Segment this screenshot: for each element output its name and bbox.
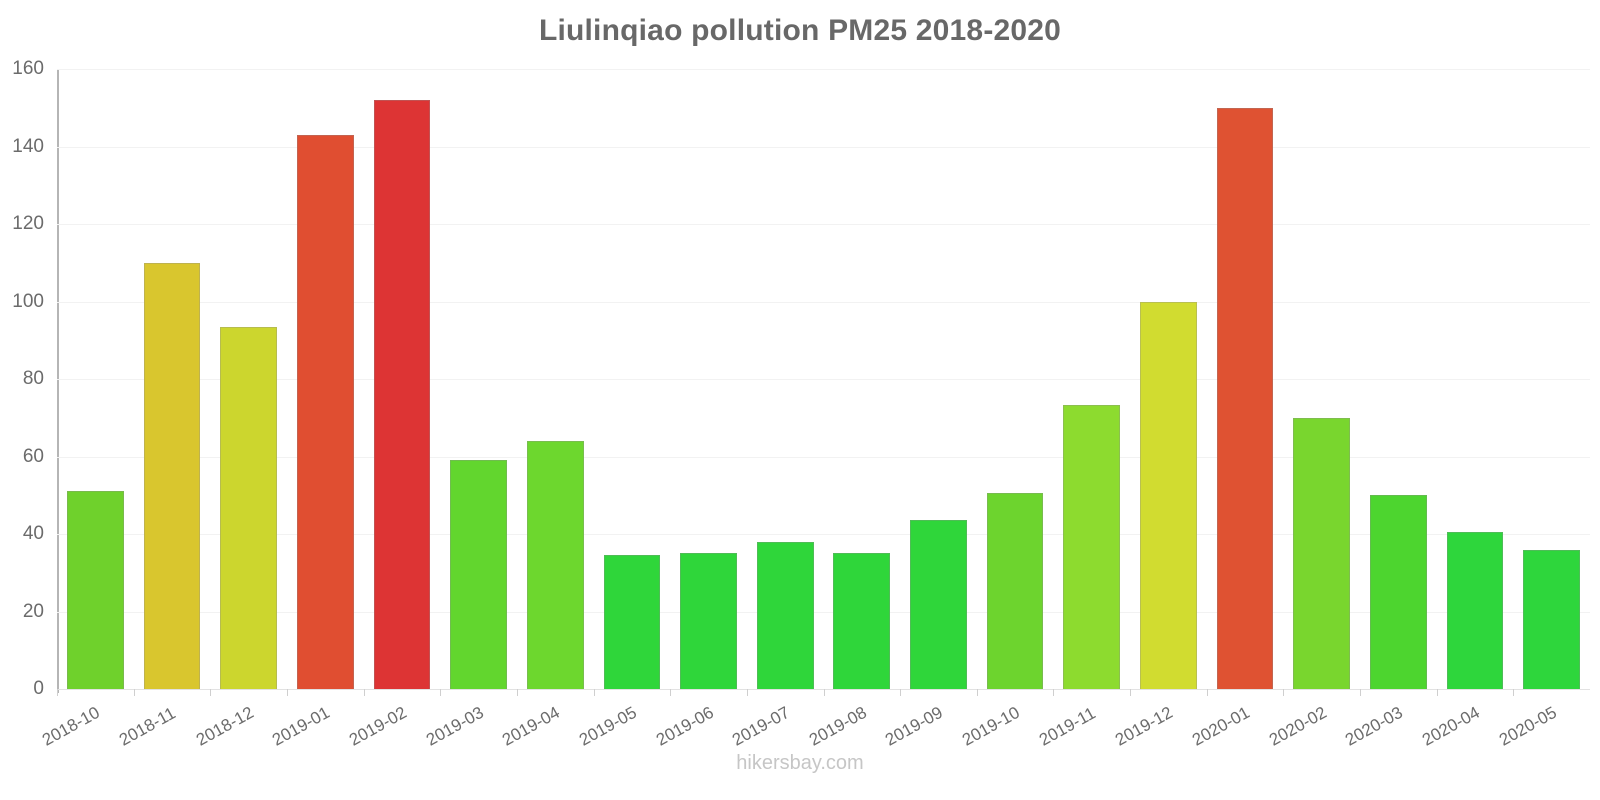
- chart-title: Liulinqiao pollution PM25 2018-2020: [538, 14, 1062, 47]
- x-tick-label: 2020-05: [1495, 702, 1560, 750]
- x-tick-mark: [670, 689, 672, 696]
- x-tick-mark: [1283, 689, 1285, 696]
- bar[interactable]: [986, 493, 1044, 689]
- x-tick-label: 2019-07: [729, 702, 793, 750]
- y-tick-label: 120: [12, 213, 44, 234]
- x-tick-mark: [746, 689, 748, 696]
- x-tick-mark: [1053, 689, 1055, 696]
- x-tick-mark: [1513, 689, 1515, 696]
- plot-area: [57, 69, 1590, 690]
- x-tick-mark: [516, 689, 518, 696]
- x-tick-label: 2019-03: [422, 702, 487, 750]
- gridline: [57, 379, 1590, 380]
- y-axis-line: [57, 69, 59, 693]
- gridline: [57, 456, 1590, 458]
- bar[interactable]: [1063, 404, 1121, 689]
- bar[interactable]: [450, 460, 507, 689]
- x-tick-mark: [363, 689, 365, 696]
- x-tick-mark: [286, 689, 288, 696]
- x-tick-label: 2020-01: [1189, 702, 1253, 750]
- bar[interactable]: [143, 262, 201, 689]
- x-tick-mark: [57, 689, 58, 696]
- x-tick-label: 2019-10: [959, 702, 1023, 750]
- x-tick-label: 2018-12: [192, 702, 257, 750]
- y-tick-label: 0: [33, 678, 44, 699]
- y-tick-label: 60: [22, 445, 44, 467]
- gridline: [57, 146, 1590, 148]
- bar[interactable]: [526, 441, 584, 689]
- y-tick-label: 140: [12, 135, 44, 157]
- y-tick-label: 160: [12, 58, 44, 79]
- x-tick-label: 2020-03: [1342, 702, 1407, 750]
- x-tick-mark: [823, 689, 825, 696]
- x-tick-mark: [1360, 689, 1362, 696]
- bar[interactable]: [1293, 417, 1351, 689]
- y-tick-label: 80: [22, 368, 44, 389]
- bar[interactable]: [1216, 107, 1274, 689]
- bar[interactable]: [833, 553, 891, 689]
- x-tick-label: 2020-04: [1419, 702, 1483, 750]
- bar[interactable]: [373, 100, 431, 689]
- x-tick-mark: [1206, 689, 1208, 696]
- bar[interactable]: [220, 326, 277, 689]
- bar[interactable]: [910, 520, 967, 689]
- x-tick-mark: [593, 689, 595, 696]
- bar[interactable]: [296, 134, 354, 689]
- x-tick-label: 2018-11: [115, 703, 179, 750]
- x-tick-mark: [976, 689, 978, 696]
- bar[interactable]: [66, 491, 124, 689]
- x-tick-label: 2018-10: [39, 702, 104, 750]
- bar[interactable]: [680, 553, 737, 689]
- bar[interactable]: [603, 555, 661, 689]
- x-tick-label: 2019-05: [575, 702, 640, 750]
- x-tick-label: 2019-09: [882, 702, 947, 750]
- x-tick-label: 2019-08: [805, 702, 870, 750]
- y-tick-label: 20: [22, 600, 44, 622]
- x-tick-label: 2019-06: [652, 702, 717, 750]
- gridline: [57, 301, 1590, 303]
- bar[interactable]: [756, 541, 814, 689]
- y-tick-label: 100: [12, 290, 44, 312]
- gridline: [57, 611, 1590, 613]
- gridline: [57, 69, 1590, 70]
- x-tick-label: 2019-04: [499, 702, 564, 750]
- bar[interactable]: [1370, 495, 1427, 689]
- footer-credit: hikersbay.com: [736, 752, 864, 774]
- x-tick-mark: [440, 689, 442, 696]
- x-tick-label: 2020-02: [1265, 702, 1330, 750]
- x-tick-mark: [900, 689, 902, 696]
- gridline: [57, 224, 1590, 225]
- x-tick-mark: [210, 689, 212, 696]
- gridline: [57, 534, 1590, 535]
- x-tick-label: 2019-11: [1035, 703, 1099, 750]
- y-tick-label: 40: [22, 523, 44, 544]
- x-tick-label: 2019-12: [1112, 702, 1177, 750]
- bar[interactable]: [1140, 301, 1197, 689]
- bar[interactable]: [1446, 532, 1504, 689]
- x-tick-mark: [1130, 689, 1132, 696]
- x-tick-mark: [133, 689, 135, 696]
- x-tick-label: 2019-01: [269, 702, 334, 750]
- bar[interactable]: [1523, 549, 1581, 689]
- x-tick-label: 2019-02: [345, 702, 410, 750]
- x-tick-mark: [1436, 689, 1438, 696]
